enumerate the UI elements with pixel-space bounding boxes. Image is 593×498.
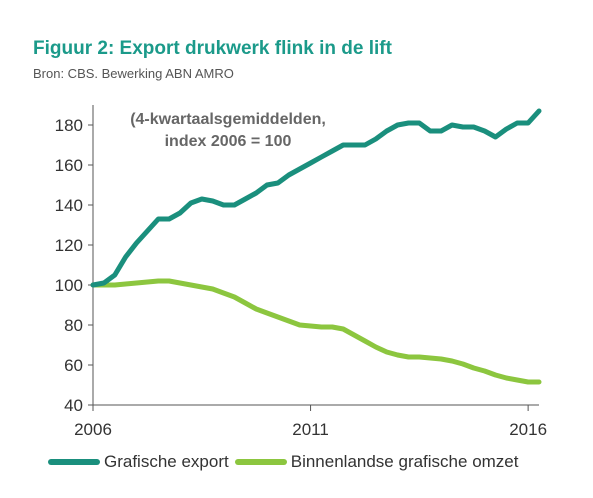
x-tick-label: 2011 bbox=[292, 420, 329, 439]
series-line-binnenlands bbox=[90, 278, 542, 385]
y-tick-label: 100 bbox=[55, 276, 83, 295]
y-tick-label: 120 bbox=[55, 236, 83, 255]
y-axis-ticks: 40 60 80 100 120 140 160 180 bbox=[55, 116, 93, 415]
chart-source: Bron: CBS. Bewerking ABN AMRO bbox=[33, 66, 234, 81]
y-tick-label: 40 bbox=[64, 396, 83, 415]
chart-annotation-line-2: index 2006 = 100 bbox=[165, 133, 292, 150]
x-tick-label: 2016 bbox=[509, 420, 547, 439]
x-axis-ticks: 2006 2011 2016 bbox=[74, 405, 547, 439]
legend-item-export: Grafische export bbox=[48, 452, 229, 472]
x-tick-label: 2006 bbox=[74, 420, 112, 439]
legend: Grafische export Binnenlandse grafische … bbox=[48, 452, 518, 472]
y-tick-label: 60 bbox=[64, 356, 83, 375]
legend-label-binnenlands: Binnenlandse grafische omzet bbox=[290, 452, 519, 471]
series-lines bbox=[90, 108, 542, 385]
y-tick-label: 80 bbox=[64, 316, 83, 335]
line-chart: 40 60 80 100 120 140 160 180 2006 2011 2016 (4-kw… bbox=[55, 105, 547, 439]
chart-title: Figuur 2: Export drukwerk flink in de li… bbox=[33, 38, 392, 59]
legend-item-binnenlands: Binnenlandse grafische omzet bbox=[234, 452, 519, 472]
series-line-export bbox=[90, 108, 542, 288]
y-tick-label: 180 bbox=[55, 116, 83, 135]
chart-annotation-line-1: (4-kwartaalsgemiddelden, bbox=[130, 111, 326, 128]
legend-swatch-binnenlands bbox=[234, 459, 287, 465]
y-tick-label: 160 bbox=[55, 156, 83, 175]
legend-swatch-export bbox=[48, 459, 100, 465]
legend-label-export: Grafische export bbox=[104, 452, 229, 471]
y-tick-label: 140 bbox=[55, 196, 83, 215]
